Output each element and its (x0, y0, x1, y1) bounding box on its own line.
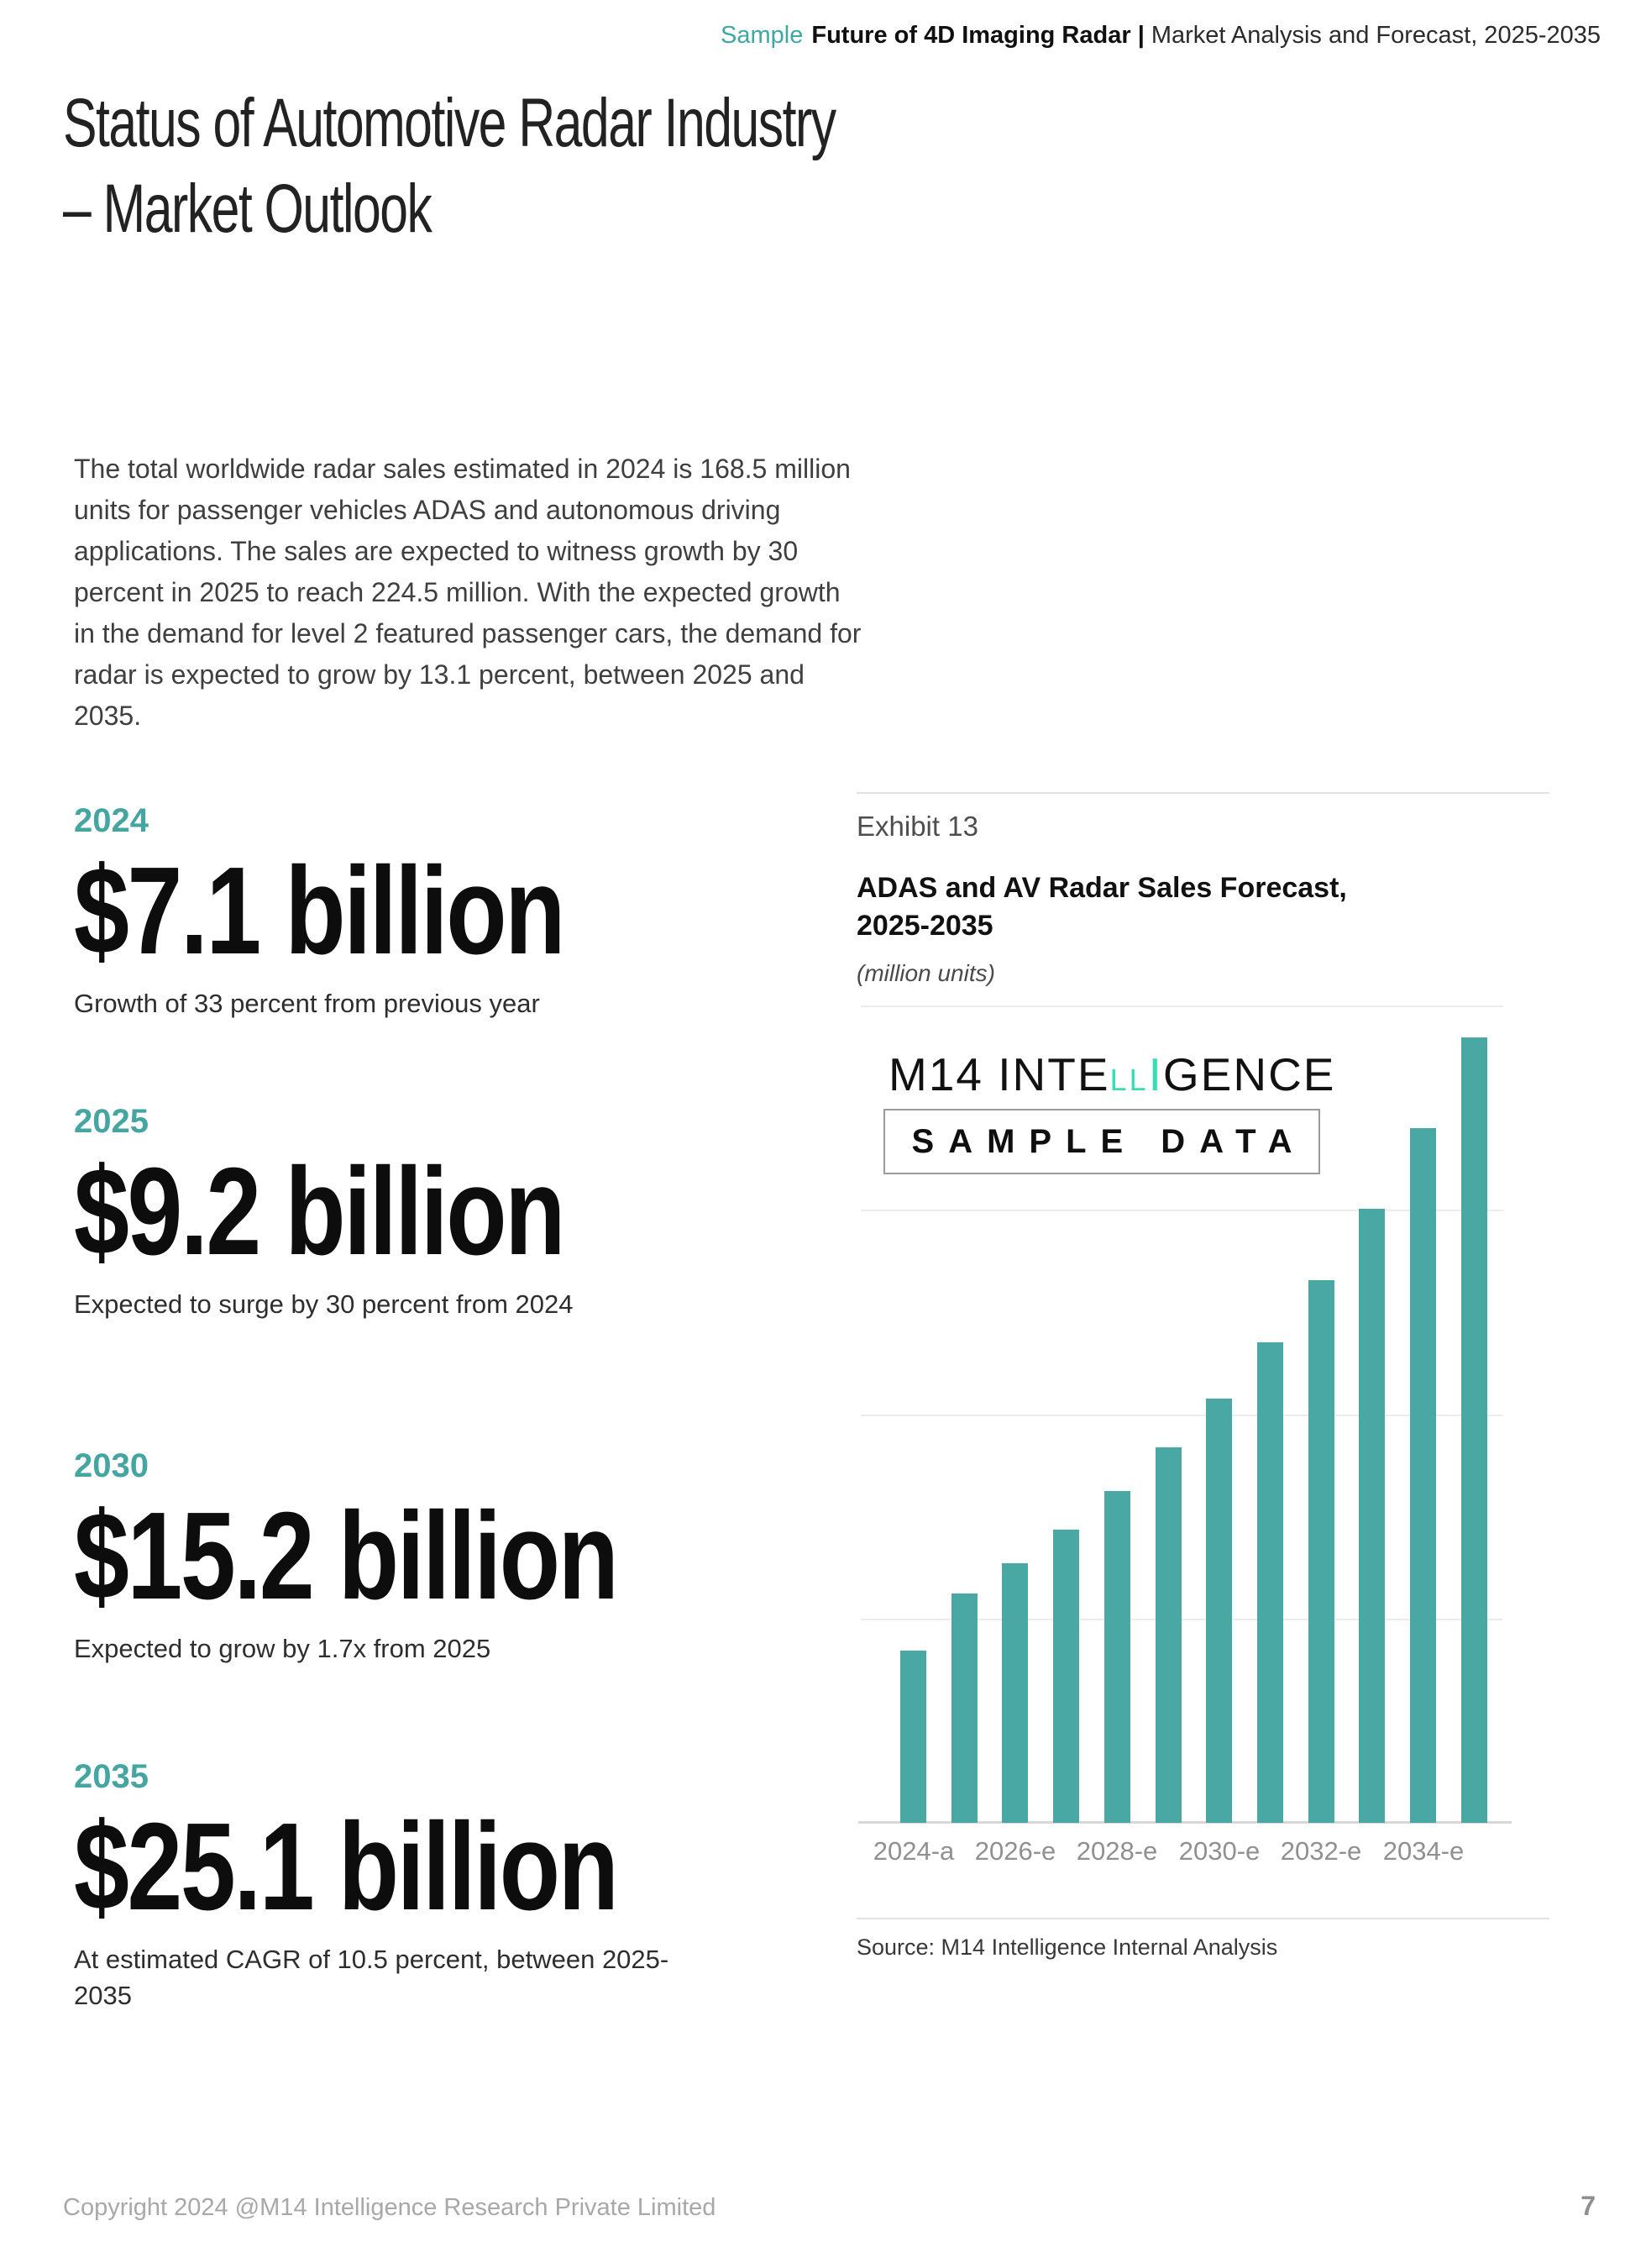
stat-year: 2030 (74, 1447, 149, 1484)
chart-bar-2032-e (1308, 1280, 1334, 1823)
chart-bar-2026-e (1002, 1563, 1028, 1823)
stat-year: 2024 (74, 802, 149, 839)
chart-bar-2025-e (951, 1593, 978, 1823)
chart-bar-2024-a (900, 1651, 926, 1823)
stat-description: Expected to grow by 1.7x from 2025 (74, 1634, 491, 1663)
logo-part-pre: M14 INTE (889, 1048, 1110, 1100)
stat-block-2024: 2024 $7.1 billion Growth of 33 percent f… (74, 802, 746, 1021)
chart-gridline (861, 1415, 1503, 1416)
sample-data-banner: SAMPLE DATA (883, 1109, 1320, 1174)
chart-bar-2030-e (1206, 1399, 1232, 1823)
intro-paragraph: The total worldwide radar sales estimate… (74, 454, 862, 731)
page-number: 7 (1580, 2191, 1596, 2221)
stat-year: 2025 (74, 1103, 149, 1140)
footer-copyright: Copyright 2024 @M14 Intelligence Researc… (63, 2194, 716, 2221)
stat-value: $25.1 billion (74, 1798, 619, 1936)
page-title-line1: Status of Automotive Radar Industry (63, 85, 836, 161)
chart-bar-2031-e (1257, 1342, 1283, 1823)
exhibit-bottom-rule (857, 1918, 1549, 1919)
stat-description: At estimated CAGR of 10.5 percent, betwe… (74, 1945, 669, 2010)
stat-value: $9.2 billion (74, 1142, 565, 1281)
page-title: Status of Automotive Radar Industry – Ma… (63, 81, 1107, 252)
chart-title: ADAS and AV Radar Sales Forecast, 2025-2… (857, 872, 1347, 942)
exhibit-label: Exhibit 13 (857, 811, 978, 842)
chart-bar-2029-e (1156, 1447, 1182, 1823)
chart-bar-2033-e (1359, 1209, 1385, 1823)
logo-part-i: I (1148, 1048, 1163, 1100)
stat-description: Growth of 33 percent from previous year (74, 989, 540, 1018)
sample-tag: Sample (721, 22, 804, 49)
chart-bar-2034-e (1410, 1128, 1436, 1823)
chart-x-tick-label: 2026-e (974, 1836, 1056, 1866)
chart-x-tick-label: 2024-a (873, 1836, 955, 1866)
chart-bar-2028-e (1104, 1491, 1130, 1823)
logo-part-ll: LL (1109, 1063, 1149, 1097)
chart-bar-2027-e (1053, 1530, 1079, 1823)
chart-bar-2035-e (1461, 1037, 1487, 1823)
stat-value: $7.1 billion (74, 842, 565, 980)
chart-x-tick-label: 2034-e (1382, 1836, 1465, 1866)
chart-x-tick-label: 2030-e (1178, 1836, 1261, 1866)
stat-block-2030: 2030 $15.2 billion Expected to grow by 1… (74, 1447, 746, 1667)
chart-gridline (861, 1210, 1503, 1211)
stat-block-2025: 2025 $9.2 billion Expected to surge by 3… (74, 1103, 746, 1322)
m14-intelligence-logo: M14 INTELLIGENCE (889, 1047, 1335, 1101)
sample-data-label: SAMPLE DATA (911, 1122, 1307, 1160)
page-header: Sample Future of 4D Imaging Radar | Market… (721, 22, 1601, 50)
chart-x-tick-label: 2032-e (1280, 1836, 1362, 1866)
chart-x-axis (858, 1821, 1512, 1824)
stat-value: $15.2 billion (74, 1487, 619, 1625)
report-title: Future of 4D Imaging Radar | (811, 22, 1145, 49)
stat-description: Expected to surge by 30 percent from 202… (74, 1289, 574, 1319)
chart-gridline (861, 1005, 1503, 1007)
exhibit-top-rule (857, 792, 1549, 794)
logo-part-post: GENCE (1162, 1048, 1336, 1100)
chart-source-note: Source: M14 Intelligence Internal Analys… (857, 1935, 1278, 1960)
chart-x-tick-label: 2028-e (1076, 1836, 1158, 1866)
stat-year: 2035 (74, 1758, 149, 1795)
stat-block-2035: 2035 $25.1 billion At estimated CAGR of … (74, 1758, 746, 2013)
chart-gridline (861, 1619, 1503, 1620)
report-subtitle: Market Analysis and Forecast, 2025-2035 (1151, 22, 1601, 49)
chart-units-label: (million units) (857, 960, 995, 986)
page-title-line2: – Market Outlook (63, 171, 432, 247)
